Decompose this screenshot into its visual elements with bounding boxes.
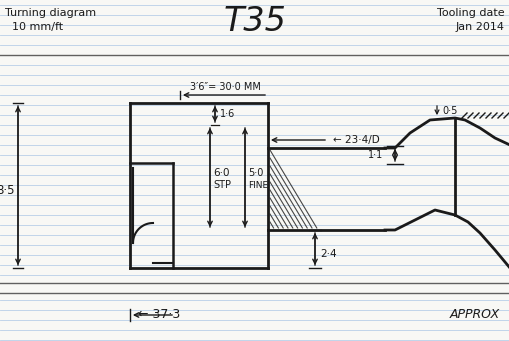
Text: ← 37·3: ← 37·3 [138,308,180,321]
Text: T35: T35 [223,5,286,38]
Text: 5·0: 5·0 [247,167,263,178]
Text: ← 23·4/D: ← 23·4/D [332,135,379,145]
Text: 6·0: 6·0 [213,167,229,178]
Text: 0·5: 0·5 [441,106,457,116]
Text: 2·4: 2·4 [319,249,336,259]
Text: Tooling date: Tooling date [437,8,504,18]
Text: Jan 2014: Jan 2014 [455,22,504,32]
Text: Turning diagram: Turning diagram [5,8,96,18]
Text: 1·6: 1·6 [219,109,235,119]
Text: STP: STP [213,180,231,191]
Text: 10 mm/ft: 10 mm/ft [5,22,63,32]
Text: APPROX: APPROX [449,308,499,321]
Text: 8·5: 8·5 [0,184,15,197]
Text: 3′6″= 30·0 MM: 3′6″= 30·0 MM [189,82,260,92]
Text: 1·1: 1·1 [367,150,382,160]
Text: FINE: FINE [247,181,268,190]
